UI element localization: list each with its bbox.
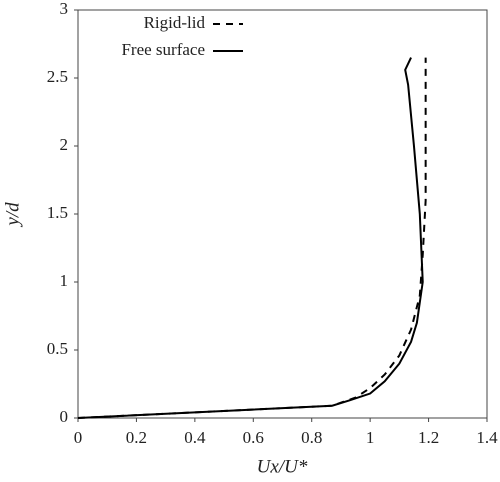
x-tick-label: 0.4 [184,428,206,447]
x-tick-label: 1.2 [418,428,439,447]
legend-label: Rigid-lid [144,13,206,32]
y-tick-label: 3 [60,0,69,18]
y-axis-label: y/d [2,202,23,228]
y-tick-label: 1.5 [47,203,68,222]
x-tick-label: 1.4 [476,428,498,447]
line [77,57,427,419]
x-tick-label: 1 [366,428,375,447]
x-tick-label: 0 [74,428,83,447]
x-tick-label: 0.8 [301,428,322,447]
legend-label: Free surface [121,40,205,59]
line [77,57,424,419]
x-tick-label: 0.2 [126,428,147,447]
x-tick-label: 0.6 [243,428,264,447]
y-tick-label: 2.5 [47,67,68,86]
x-axis-label: Ux/U* [257,456,308,477]
y-tick-label: 0.5 [47,339,68,358]
y-tick-label: 2 [60,135,69,154]
y-tick-label: 0 [60,407,69,426]
y-tick-label: 1 [60,271,69,290]
